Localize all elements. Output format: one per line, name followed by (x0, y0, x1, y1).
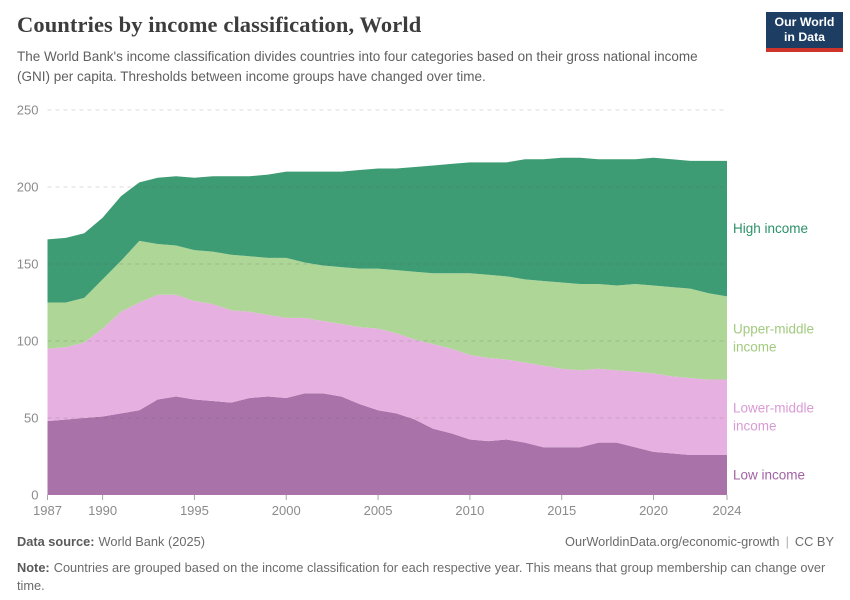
note-text: Countries are grouped based on the incom… (17, 559, 826, 594)
x-axis-tick-label: 1995 (180, 503, 209, 518)
x-axis-tick-label: 2005 (364, 503, 393, 518)
credits: OurWorldinData.org/economic-growth | CC BY (565, 533, 834, 552)
chart-footer: Data source: World Bank (2025) OurWorldin… (17, 533, 834, 596)
legend-label-lower-middle-income[interactable]: income (733, 419, 777, 434)
data-source: Data source: World Bank (2025) (17, 533, 205, 552)
legend-label-upper-middle-income[interactable]: income (733, 339, 777, 354)
chart-note: Note: Countries are grouped based on the … (17, 559, 834, 596)
credits-divider: | (785, 534, 789, 549)
x-axis-tick-label: 2000 (272, 503, 301, 518)
y-axis-tick-label: 150 (17, 257, 39, 272)
area-low-income[interactable] (47, 393, 728, 495)
owid-logo[interactable]: Our World in Data (766, 12, 843, 52)
y-axis-tick-label: 200 (17, 180, 39, 195)
legend-label-low-income[interactable]: Low income (733, 467, 805, 482)
x-axis-tick-label: 1987 (33, 503, 62, 518)
page-title: Countries by income classification, Worl… (17, 12, 422, 37)
x-axis-tick-label: 2015 (547, 503, 576, 518)
y-axis-tick-label: 50 (24, 411, 38, 426)
y-axis-tick-label: 0 (31, 488, 38, 503)
area-high-income[interactable] (47, 157, 728, 303)
chart-subtitle: The World Bank's income classification d… (17, 49, 698, 84)
license-link[interactable]: CC BY (794, 534, 834, 549)
y-axis-tick-label: 100 (17, 334, 39, 349)
x-axis-tick-label: 1990 (88, 503, 117, 518)
legend-label-high-income[interactable]: High income (733, 221, 808, 236)
note-label: Note: (17, 559, 50, 575)
owid-url-link[interactable]: OurWorldinData.org/economic-growth (565, 534, 780, 549)
x-axis-tick-label: 2020 (639, 503, 668, 518)
legend-label-upper-middle-income[interactable]: Upper-middle (733, 321, 814, 336)
data-source-label: Data source: (17, 534, 95, 549)
owid-logo-line2: in Data (784, 30, 825, 44)
chart-header: Countries by income classification, Worl… (17, 12, 757, 86)
x-axis-tick-label: 2024 (713, 503, 742, 518)
owid-logo-line1: Our World (774, 14, 835, 29)
area-upper-middle-income[interactable] (47, 240, 728, 380)
data-source-value: World Bank (2025) (98, 534, 205, 549)
legend-label-lower-middle-income[interactable]: Lower-middle (733, 401, 814, 416)
y-axis-tick-label: 250 (17, 103, 39, 118)
x-axis-tick-label: 2010 (455, 503, 484, 518)
area-lower-middle-income[interactable] (47, 294, 728, 455)
